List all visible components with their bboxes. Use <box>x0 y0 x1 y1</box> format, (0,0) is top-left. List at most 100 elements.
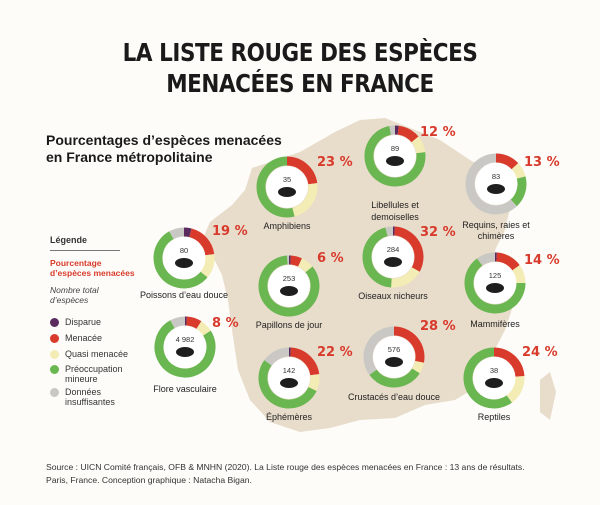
fish-icon <box>175 258 193 268</box>
threatened-percent: 22 % <box>317 345 353 360</box>
legend-divider <box>50 250 120 251</box>
subtitle-line-2: en France métropolitaine <box>46 149 213 165</box>
threatened-percent: 13 % <box>524 155 560 170</box>
donut-segment <box>397 125 419 143</box>
donut-segment <box>189 228 215 256</box>
group-label: chimères <box>478 231 515 241</box>
donut-butterfly: 253 6 % Papillons de jour <box>256 251 344 330</box>
donut-segment <box>463 347 512 409</box>
subtitle: Pourcentages d’espèces menacées en Franc… <box>46 132 306 166</box>
donut-segment <box>258 255 320 317</box>
legend-item-data-deficient: Données insuffisantes <box>50 387 145 407</box>
source-line-1: Source : UICN Comité français, OFB & MNH… <box>46 462 525 472</box>
donut-bird: 284 32 % Oiseaux nicheurs <box>358 225 455 301</box>
species-count: 35 <box>283 175 291 184</box>
donut-mayfly: 142 22 % Éphémères <box>258 345 353 422</box>
species-count: 89 <box>391 144 399 153</box>
legend-swatch-least-concern <box>50 365 59 374</box>
legend-swatch-data-deficient <box>50 388 59 397</box>
donut-segment <box>465 153 517 215</box>
legend-item-label: Quasi menacée <box>65 349 129 359</box>
legend-item-least-concern: Préoccupation mineure <box>50 364 145 384</box>
donut-fox: 125 14 % Mammifères <box>464 252 560 329</box>
donut-segment <box>256 156 295 218</box>
species-count: 125 <box>489 271 502 280</box>
donut-frog: 35 23 % Amphibiens <box>256 155 353 231</box>
donut-segment <box>186 316 202 329</box>
group-label: Poissons d’eau douce <box>140 290 228 300</box>
donut-segment <box>258 360 317 409</box>
species-count: 142 <box>283 366 296 375</box>
species-count: 80 <box>180 246 188 255</box>
legend-item-threatened: Menacée <box>50 333 145 343</box>
species-count: 4 982 <box>176 335 195 344</box>
group-label: demoiselles <box>371 212 419 222</box>
butterfly-icon <box>280 286 298 296</box>
donut-segment <box>393 326 425 363</box>
donut-segment <box>369 368 420 388</box>
threatened-percent: 23 % <box>317 155 353 170</box>
donut-segment <box>496 252 520 271</box>
donut-segment <box>364 126 426 187</box>
donut-segment <box>170 316 186 329</box>
legend-item-near-threatened: Quasi menacée <box>50 349 145 359</box>
donut-segment <box>196 321 211 336</box>
group-label: Éphémères <box>266 412 313 422</box>
threatened-percent: 32 % <box>420 225 456 240</box>
group-label: Oiseaux nicheurs <box>358 291 428 301</box>
donut-segment <box>493 347 525 377</box>
group-label: Flore vasculaire <box>153 384 217 394</box>
dragonfly-icon <box>386 156 404 166</box>
legend-swatch-extinct <box>50 318 59 327</box>
donut-segment <box>412 360 424 374</box>
donut-segment <box>297 258 313 273</box>
group-label: Reptiles <box>478 412 511 422</box>
donut-plant: 4 982 8 % Flore vasculaire <box>153 316 238 394</box>
legend-item-label: Disparue <box>65 317 102 327</box>
threatened-percent: 28 % <box>420 319 456 334</box>
donut-segment <box>506 376 525 403</box>
donut-segment <box>286 156 318 185</box>
bird-icon <box>384 257 402 267</box>
source-note: Source : UICN Comité français, OFB & MNH… <box>46 461 566 487</box>
threatened-percent: 24 % <box>522 345 558 360</box>
donut-segment <box>477 252 496 266</box>
donut-segment <box>264 347 290 366</box>
donut-segment <box>394 226 424 272</box>
donut-segment <box>169 227 185 240</box>
donut-segment <box>512 265 526 284</box>
donut-segment <box>411 136 426 154</box>
donut-segment <box>292 183 318 217</box>
species-count: 284 <box>387 245 400 254</box>
threatened-percent: 6 % <box>317 251 344 266</box>
donut-crayfish: 576 28 % Crustacés d’eau douce <box>348 319 456 402</box>
frog-icon <box>278 187 296 197</box>
donut-segment <box>385 226 394 237</box>
donut-segment <box>495 153 519 170</box>
species-count: 38 <box>490 366 498 375</box>
donut-segment <box>511 163 526 179</box>
crayfish-icon <box>385 357 403 367</box>
donut-dragonfly: 89 12 % Libellules et demoiselles <box>364 125 456 222</box>
legend-item-label: Données insuffisantes <box>65 387 115 407</box>
source-line-2: Paris, France. Conception graphique : Na… <box>46 475 252 485</box>
donut-segment <box>363 326 395 375</box>
donut-segment <box>154 320 216 378</box>
legend-item-extinct: Disparue <box>50 317 145 327</box>
donut-segment <box>362 227 392 288</box>
group-label: Mammifères <box>470 319 520 329</box>
plant-icon <box>176 347 194 357</box>
corsica-map <box>540 372 556 420</box>
threatened-percent: 8 % <box>212 316 239 331</box>
donut-segment <box>464 258 526 314</box>
mayfly-icon <box>280 378 298 388</box>
group-label: Amphibiens <box>263 221 311 231</box>
subtitle-line-1: Pourcentages d’espèces menacées <box>46 132 282 148</box>
threatened-percent: 14 % <box>524 253 560 268</box>
group-label: Libellules et <box>371 200 419 210</box>
lizard-icon <box>485 378 503 388</box>
group-label: Papillons de jour <box>256 320 323 330</box>
donut-segment <box>308 374 320 391</box>
